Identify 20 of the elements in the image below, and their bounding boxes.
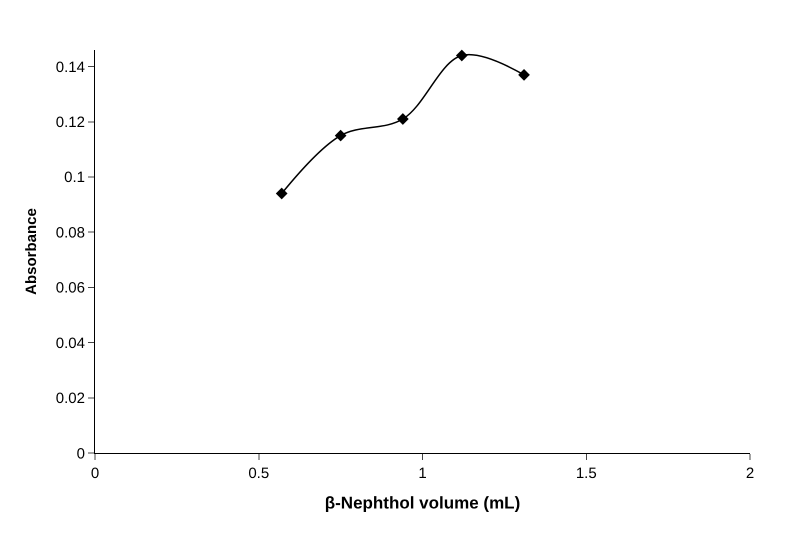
y-tick-label: 0.06 — [56, 280, 85, 297]
x-tick-label: 2 — [746, 465, 754, 482]
x-tick-label: 0 — [90, 465, 100, 482]
point — [334, 130, 346, 142]
y-tick-label: 0.08 — [56, 224, 85, 242]
y-tick-label: 0.04 — [56, 334, 85, 352]
point — [456, 50, 468, 62]
y-tick-label: 0.14 — [56, 58, 85, 76]
point — [518, 68, 530, 81]
y-tick-label: 0.02 — [56, 390, 85, 408]
y-axis-title: Absorbance — [23, 208, 40, 295]
y-tick-label: 0 — [76, 445, 85, 462]
y-tick-label: 0.12 — [56, 114, 85, 132]
x-tick-label: 1 — [418, 465, 427, 482]
x-tick-label: 1.5 — [576, 465, 597, 482]
x-axis-title: β-Nephthol volume (mL) — [324, 493, 520, 512]
x-tick-label: 0.5 — [248, 465, 270, 482]
y-tick-label: 0.1 — [64, 169, 85, 186]
point — [397, 113, 409, 125]
point — [276, 188, 288, 200]
